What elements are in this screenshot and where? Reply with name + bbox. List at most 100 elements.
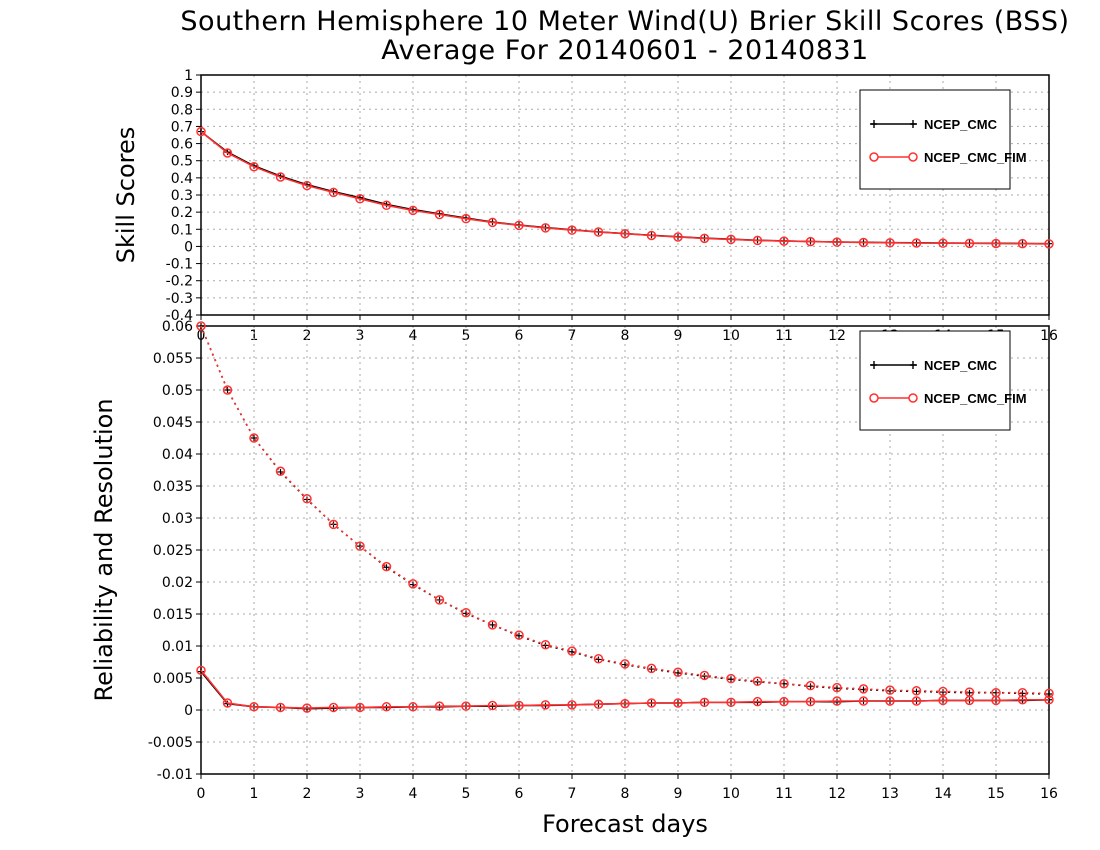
legend-marker <box>871 120 916 128</box>
y-tick-label: 0.7 <box>171 119 193 135</box>
data-point-ncep_cmc_fim <box>779 696 789 707</box>
y-tick-label: -0.01 <box>157 767 193 783</box>
data-point-ncep_cmc_fim <box>328 702 339 713</box>
data-point-ncep_cmc_fim <box>196 126 206 137</box>
data-point-ncep_cmc <box>595 656 602 663</box>
y-tick-label: 0.5 <box>171 154 193 170</box>
chart-panel-1: -0.4-0.3-0.2-0.100.10.20.30.40.50.60.70.… <box>112 68 1058 344</box>
data-point-ncep_cmc_fim <box>328 519 339 530</box>
y-tick-label: -0.3 <box>166 291 193 307</box>
y-tick-label: 0.4 <box>171 171 193 187</box>
data-point-ncep_cmc_fim <box>699 233 710 244</box>
x-tick-label: 11 <box>775 328 793 344</box>
data-point-ncep_cmc_fim <box>1044 688 1054 699</box>
y-tick-label: -0.005 <box>148 735 193 751</box>
data-point-ncep_cmc_fim <box>567 646 577 656</box>
x-tick-label: 16 <box>1040 786 1058 802</box>
data-point-ncep_cmc_fim <box>593 654 604 664</box>
data-point-ncep_cmc_fim <box>938 238 948 248</box>
x-tick-label: 9 <box>674 786 683 802</box>
data-point-ncep_cmc_fim <box>832 696 842 706</box>
y-tick-label: 0.03 <box>162 511 193 527</box>
data-point-ncep_cmc_fim <box>434 209 445 220</box>
data-point-ncep_cmc_fim <box>514 220 524 231</box>
data-point-ncep_cmc_fim <box>699 697 710 708</box>
data-point-ncep_cmc_fim <box>620 228 630 239</box>
data-point-ncep_cmc_fim <box>514 700 524 711</box>
data-point-ncep_cmc_fim <box>858 696 869 706</box>
data-point-ncep_cmc_fim <box>381 200 392 211</box>
y-tick-label: 0 <box>184 703 193 719</box>
y-tick-label: 0.04 <box>162 447 193 463</box>
legend-label: NCEP_CMC <box>924 117 998 132</box>
data-point-ncep_cmc_fim <box>275 466 286 477</box>
data-point-ncep_cmc_fim <box>381 702 392 712</box>
y-tick-label: 0.055 <box>153 351 193 367</box>
legend-marker <box>871 361 916 369</box>
x-tick-label: 10 <box>722 328 740 344</box>
x-tick-label: 10 <box>722 786 740 802</box>
y-tick-label: 0.06 <box>162 319 193 335</box>
data-point-ncep_cmc_fim <box>911 686 922 696</box>
data-point-ncep_cmc_fim <box>991 687 1001 698</box>
data-point-ncep_cmc_fim <box>726 697 736 708</box>
y-tick-label: 0.01 <box>162 639 193 655</box>
data-point-ncep_cmc_fim <box>249 433 259 443</box>
series-line-ncep_cmc_fim-solid <box>200 669 1049 709</box>
y-tick-label: 0.1 <box>171 222 193 238</box>
data-point-ncep_cmc_fim <box>249 702 259 712</box>
data-point-ncep_cmc_fim <box>885 685 895 695</box>
data-point-ncep_cmc <box>251 435 257 441</box>
data-point-ncep_cmc_fim <box>514 630 524 640</box>
y-tick-label: -0.4 <box>166 308 193 324</box>
legend-label: NCEP_CMC <box>924 358 998 373</box>
x-tick-label: 5 <box>462 328 471 344</box>
data-point-ncep_cmc <box>516 632 522 639</box>
data-point-ncep_cmc_fim <box>646 663 657 674</box>
y-axis-label: Reliability and Resolution <box>90 398 118 701</box>
x-tick-label: 0 <box>197 786 206 802</box>
series-line-ncep_cmc_fim-dotted <box>200 325 1050 695</box>
y-tick-label: 0.2 <box>171 205 193 221</box>
data-point-ncep_cmc_fim <box>699 670 710 681</box>
data-point-ncep_cmc <box>224 387 231 393</box>
data-point-ncep_cmc_fim <box>302 180 312 191</box>
data-point-ncep_cmc_fim <box>408 205 418 216</box>
x-tick-label: 2 <box>303 786 312 802</box>
data-point-ncep_cmc_fim <box>1017 687 1028 698</box>
data-point-ncep_cmc_fim <box>885 238 895 248</box>
legend-label: NCEP_CMC_FIM <box>924 150 1027 165</box>
data-point-ncep_cmc_fim <box>540 639 551 650</box>
x-tick-label: 1 <box>250 786 259 802</box>
data-point-ncep_cmc_fim <box>196 321 206 331</box>
data-point-ncep_cmc_fim <box>620 698 630 709</box>
data-point-ncep_cmc_fim <box>328 187 339 198</box>
y-tick-label: 0.8 <box>171 102 193 118</box>
data-point-ncep_cmc_fim <box>275 702 286 713</box>
data-point-ncep_cmc_fim <box>222 698 233 708</box>
data-point-ncep_cmc_fim <box>911 696 922 706</box>
data-point-ncep_cmc <box>277 468 284 475</box>
data-point-ncep_cmc_fim <box>858 237 869 248</box>
x-tick-label: 3 <box>356 786 365 802</box>
x-tick-label: 8 <box>621 786 630 802</box>
x-tick-label: 12 <box>828 328 846 344</box>
y-axis-label: Skill Scores <box>112 127 140 264</box>
x-tick-label: 6 <box>515 328 524 344</box>
data-point-ncep_cmc_fim <box>381 561 392 572</box>
data-point-ncep_cmc_fim <box>249 161 259 172</box>
y-tick-label: 0.9 <box>171 85 193 101</box>
legend-marker <box>869 393 879 403</box>
data-point-ncep_cmc_fim <box>408 579 418 589</box>
data-point-ncep_cmc <box>648 666 655 673</box>
y-tick-label: 0 <box>184 239 193 255</box>
x-tick-label: 9 <box>674 328 683 344</box>
data-point-ncep_cmc_fim <box>726 234 736 245</box>
data-point-ncep_cmc_fim <box>1044 239 1054 249</box>
data-point-ncep_cmc_fim <box>620 659 630 669</box>
data-point-ncep_cmc_fim <box>911 238 922 248</box>
legend-marker <box>908 393 918 403</box>
data-point-ncep_cmc_fim <box>222 385 233 395</box>
data-point-ncep_cmc_fim <box>1017 238 1028 249</box>
